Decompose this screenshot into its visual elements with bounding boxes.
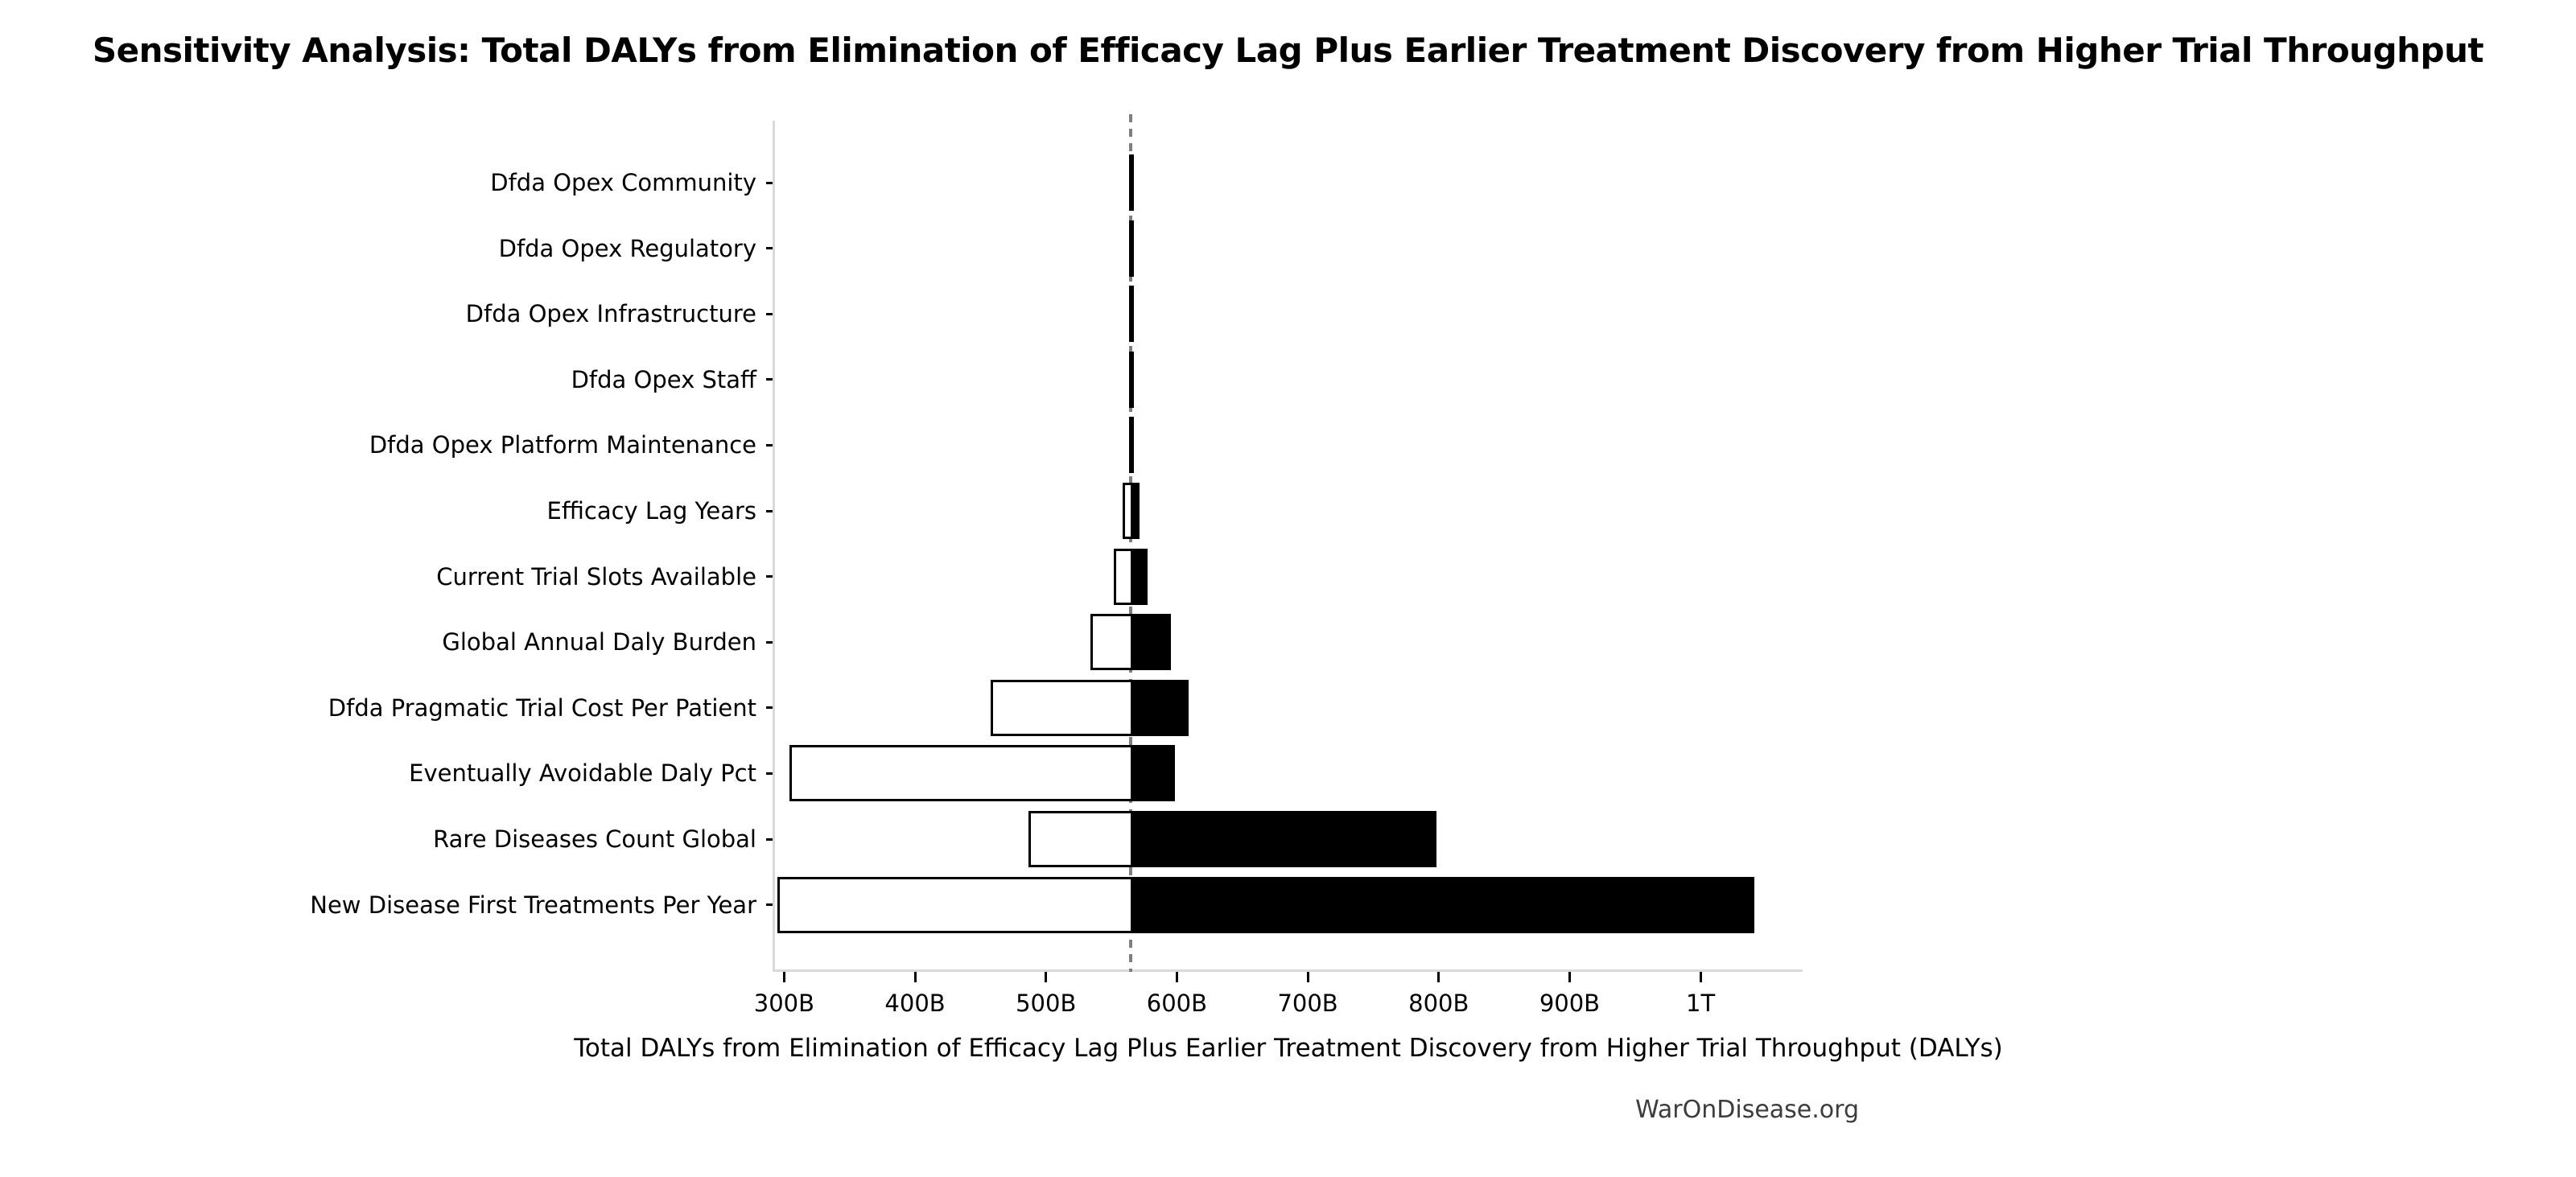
tornado-bar-high-segment — [1131, 485, 1138, 537]
y-axis-tick — [766, 706, 773, 710]
y-axis-category-label: Dfda Opex Platform Maintenance — [369, 431, 756, 459]
x-axis-tick-label: 1T — [1686, 990, 1716, 1017]
tornado-bar — [1129, 417, 1135, 474]
x-axis-tick — [782, 972, 785, 982]
y-axis-tick — [766, 575, 773, 578]
tornado-bar — [1129, 351, 1135, 408]
y-axis-category-label: Eventually Avoidable Daly Pct — [409, 759, 756, 788]
x-axis-tick-label: 500B — [1016, 990, 1077, 1017]
watermark-text: WarOnDisease.org — [1635, 1096, 1859, 1124]
tornado-bar — [1113, 548, 1148, 605]
y-axis-category-label: Global Annual Daly Burden — [442, 628, 756, 656]
tornado-bar — [1129, 286, 1135, 343]
tornado-bar-high-segment — [1131, 616, 1168, 669]
plot-area: Dfda Opex Community Dfda Opex Regulatory D… — [310, 114, 1803, 1017]
x-axis-tick-label: 700B — [1277, 990, 1338, 1017]
y-axis-tick — [766, 181, 773, 184]
tornado-bar — [991, 679, 1189, 736]
x-axis-tick-label: 800B — [1408, 990, 1469, 1017]
y-axis-category-label: Dfda Opex Infrastructure — [465, 300, 756, 328]
x-axis-tick — [1699, 972, 1702, 982]
y-axis-category-label: New Disease First Treatments Per Year — [310, 891, 756, 919]
chart-title: Sensitivity Analysis: Total DALYs from E… — [92, 31, 2484, 70]
y-axis-tick — [766, 772, 773, 775]
y-axis-category-label: Dfda Opex Regulatory — [498, 234, 756, 262]
y-axis-category-label: Rare Diseases Count Global — [433, 825, 756, 853]
x-axis-spine — [773, 969, 1803, 972]
y-axis-category-label: Efficacy Lag Years — [546, 497, 756, 525]
x-axis-tick-label: 400B — [884, 990, 946, 1017]
y-axis-category-label: Dfda Pragmatic Trial Cost Per Patient — [328, 693, 756, 722]
tornado-bar — [1090, 614, 1171, 671]
tornado-bar — [777, 876, 1755, 933]
x-axis-label: Total DALYs from Elimination of Efficacy… — [574, 1034, 2003, 1063]
y-axis-category-label: Dfda Opex Community — [490, 169, 756, 196]
y-axis-spine — [773, 121, 775, 972]
tornado-bar — [1123, 483, 1140, 539]
y-axis-category-label: Current Trial Slots Available — [436, 562, 756, 591]
x-axis-tick — [1175, 972, 1178, 982]
tornado-bar — [1129, 154, 1135, 211]
base-value-dashed-line — [1129, 114, 1133, 972]
y-axis-tick — [766, 443, 773, 447]
x-axis-tick-label: 600B — [1146, 990, 1208, 1017]
x-axis-tick-label: 300B — [753, 990, 815, 1017]
y-axis-tick — [766, 312, 773, 315]
y-axis-tick — [766, 837, 773, 841]
y-axis-tick — [766, 509, 773, 512]
y-axis-tick — [766, 378, 773, 381]
y-axis-tick — [766, 903, 773, 907]
tornado-bar — [1129, 220, 1135, 277]
tornado-bar-high-segment — [1131, 681, 1187, 734]
tornado-bar — [1028, 811, 1436, 867]
tornado-bar-high-segment — [1131, 550, 1146, 603]
tornado-bar-high-segment — [1131, 879, 1753, 931]
tornado-bar-high-segment — [1131, 813, 1434, 865]
x-axis-tick — [1045, 972, 1048, 982]
x-axis-tick — [1568, 972, 1571, 982]
x-axis-tick — [1306, 972, 1309, 982]
y-axis-tick — [766, 640, 773, 644]
tornado-bar-high-segment — [1131, 747, 1173, 800]
x-axis-tick — [913, 972, 917, 982]
tornado-bar — [789, 745, 1175, 802]
y-axis-category-label: Dfda Opex Staff — [571, 365, 756, 393]
x-axis-tick-label: 900B — [1539, 990, 1601, 1017]
y-axis-tick — [766, 247, 773, 250]
x-axis-tick — [1437, 972, 1440, 982]
